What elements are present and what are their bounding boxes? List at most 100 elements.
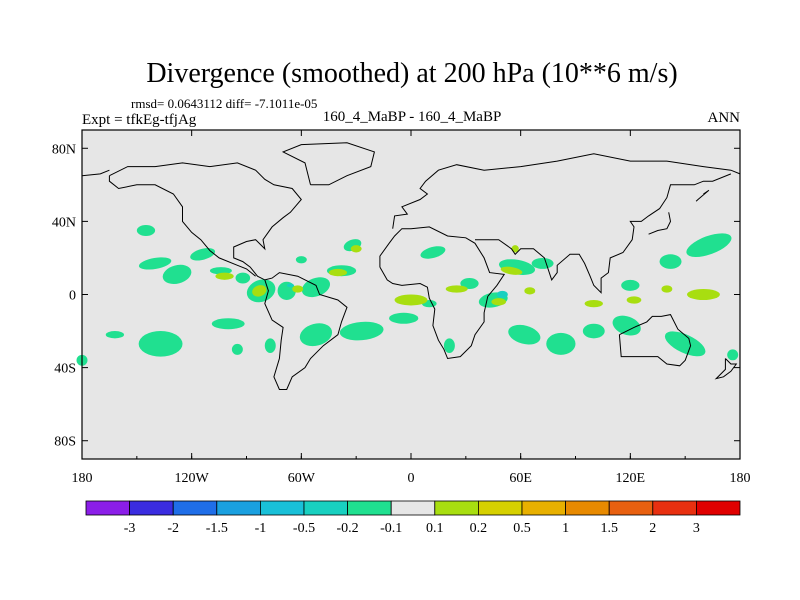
left-label: Expt = tfkEg-tfjAg <box>82 112 197 128</box>
coastline-segment <box>695 189 710 202</box>
colorbar-swatch <box>216 500 261 516</box>
contour-blob <box>420 246 446 259</box>
contour-blob <box>524 287 536 295</box>
x-tick-label: 60W <box>288 471 316 486</box>
contour-blob <box>264 338 276 353</box>
chart-title: Divergence (smoothed) at 200 hPa (10**6 … <box>146 58 677 89</box>
contour-blob <box>389 312 419 324</box>
contour-blob <box>686 233 732 257</box>
colorbar-label: -2 <box>167 521 179 536</box>
colorbar: -3 -2 -1.5 -1 -0.5 -0.2 -0.1 0.1 0.2 0.5 1 1.5 2 3 <box>85 500 741 536</box>
colorbar-label: -0.1 <box>380 521 402 536</box>
contour-blob <box>286 283 295 288</box>
contour-blob <box>328 268 348 277</box>
coastline-segment <box>618 314 692 367</box>
contour-blob <box>190 248 216 261</box>
contour-blob <box>621 279 640 291</box>
contour-blob <box>136 225 156 237</box>
contour-blob <box>350 245 362 253</box>
coastline-segment <box>109 162 348 390</box>
contour-blob <box>546 332 576 355</box>
contour-blob <box>626 296 642 304</box>
contour-blob <box>686 289 720 300</box>
stats-line: rmsd= 0.0643112 diff= -7.1011e-05 <box>131 96 317 111</box>
y-tick-label: 40S <box>54 362 76 377</box>
contour-blob <box>162 264 192 284</box>
coastline-segment <box>648 212 672 235</box>
x-tick-label: 180 <box>730 471 751 486</box>
y-tick-label: 0 <box>69 289 76 304</box>
colorbar-label: 1 <box>562 521 569 536</box>
contour-blob <box>584 299 603 308</box>
coastline-segment <box>475 173 732 294</box>
x-tick-label: 60E <box>509 471 532 486</box>
colorbar-label: 0.5 <box>513 521 531 536</box>
colorbar-swatch <box>347 500 392 516</box>
contour-blob <box>661 285 673 293</box>
contour-blob <box>582 323 605 339</box>
colorbar-label: -1.5 <box>206 521 228 536</box>
colorbar-label: 1.5 <box>600 521 618 536</box>
colorbar-swatch <box>477 500 523 516</box>
center-label: 160_4_MaBP - 160_4_MaBP <box>323 109 502 125</box>
coastline-segment <box>281 142 375 186</box>
coastline-segment <box>714 358 738 380</box>
colorbar-label: -0.2 <box>337 521 359 536</box>
colorbar-swatch <box>521 500 566 516</box>
colorbar-swatch <box>565 500 610 516</box>
coastline-segment <box>379 226 506 360</box>
contour-blob <box>105 331 125 339</box>
contour-blob <box>727 349 739 361</box>
colorbar-swatch <box>696 500 741 516</box>
axis-ticks: 180 120W 60W 0 60E 120E 180 80N 40N 0 40S 80S <box>52 130 751 486</box>
right-label: ANN <box>708 110 741 126</box>
y-tick-label: 40N <box>52 215 76 230</box>
contour-blob <box>138 331 183 357</box>
x-tick-label: 120E <box>616 471 646 486</box>
contour-blob <box>664 331 706 357</box>
contour-blob <box>235 272 251 284</box>
colorbar-label: 3 <box>693 521 700 536</box>
contour-blob <box>138 257 172 270</box>
colorbar-label: 0.1 <box>426 521 444 536</box>
colorbar-swatch <box>434 500 479 516</box>
coastline-segment <box>108 175 256 277</box>
x-tick-label: 120W <box>175 471 210 486</box>
colorbar-swatch <box>652 500 697 516</box>
colorbar-label: -3 <box>124 521 136 536</box>
coastline-segment <box>392 153 741 229</box>
contour-blob <box>209 267 232 275</box>
colorbar-swatch <box>129 500 174 516</box>
contour-blob <box>612 315 641 336</box>
colorbar-swatch <box>390 500 436 516</box>
colorbar-swatch <box>172 500 218 516</box>
contour-blob <box>500 266 523 275</box>
colorbar-label: 2 <box>649 521 656 536</box>
y-tick-label: 80N <box>52 142 76 157</box>
colorbar-swatch <box>303 500 348 516</box>
contour-blob <box>211 318 245 330</box>
contour-blob <box>659 254 682 269</box>
coastlines <box>81 142 741 390</box>
x-tick-label: 0 <box>408 471 415 486</box>
contour-blob <box>445 285 468 293</box>
map-background <box>82 130 740 459</box>
contour-blob <box>508 324 541 345</box>
contour-blob <box>339 321 384 341</box>
contour-blob <box>460 278 479 290</box>
contour-blob <box>299 323 333 347</box>
contour-blob <box>511 245 519 253</box>
contour-blob <box>215 272 234 280</box>
coastline-segment <box>81 169 110 177</box>
contour-blob <box>394 294 428 306</box>
contour-blob <box>491 298 507 306</box>
colorbar-label: -1 <box>255 521 267 536</box>
y-tick-label: 80S <box>54 435 76 450</box>
x-tick-label: 180 <box>72 471 93 486</box>
colorbar-swatch <box>85 500 130 516</box>
colorbar-label: -0.5 <box>293 521 315 536</box>
contour-blob <box>295 256 307 264</box>
contour-blob <box>496 290 508 299</box>
contour-blob <box>231 343 243 355</box>
